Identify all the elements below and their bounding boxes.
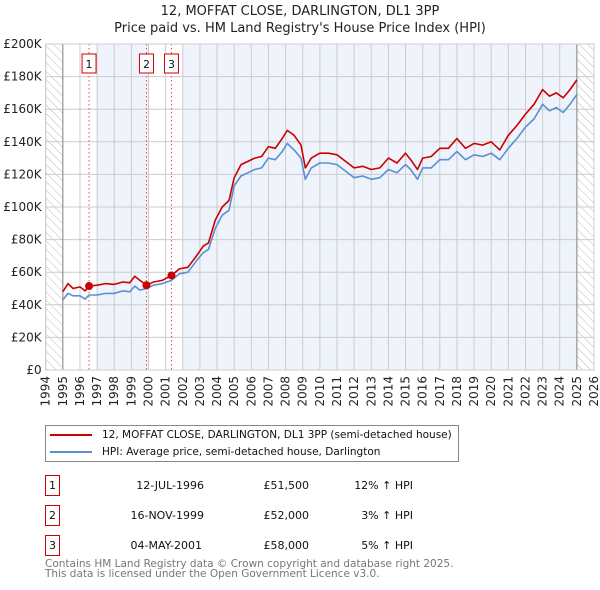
legend-label-property: 12, MOFFAT CLOSE, DARLINGTON, DL1 3PP (s…: [102, 429, 452, 441]
property-price-line: [62, 79, 578, 293]
y-tick-label: £40K: [11, 298, 43, 312]
x-tick-label: 2011: [330, 376, 344, 407]
x-tick-label: 2019: [467, 376, 481, 407]
sale-label-box: [163, 53, 179, 74]
y-tick-label: £60K: [11, 265, 43, 279]
sale-point: [167, 271, 176, 280]
x-tick-label: 2001: [159, 376, 173, 407]
y-tick-label: £20K: [11, 330, 43, 344]
y-tick-label: £180K: [3, 70, 43, 84]
x-tick-label: 2009: [296, 376, 310, 407]
transaction-number: 3: [45, 535, 60, 556]
x-tick-label: 2002: [176, 376, 190, 407]
sale-label-box: [81, 53, 97, 74]
sale-label-box: [138, 53, 154, 74]
price-chart: 1994 1995 1996 1997 1998 1999 2000 2001 2002 2003…: [3, 37, 600, 407]
x-tick-label: 2020: [484, 376, 498, 407]
transaction-row: 1 12-JUL-1996 £51,500 12% ↑ HPI: [45, 475, 413, 496]
transaction-date: 12-JUL-1996: [136, 479, 204, 492]
sale-label: 3: [168, 58, 175, 71]
x-tick-label: 1997: [90, 376, 104, 407]
sale-point: [85, 282, 94, 291]
x-tick-label: 2007: [261, 376, 275, 407]
y-tick-label: £200K: [3, 37, 43, 51]
x-tick-label: 2016: [416, 376, 430, 407]
x-tick-label: 2017: [433, 376, 447, 407]
x-tick-label: 2026: [587, 376, 600, 407]
y-tick-label: £100K: [3, 200, 43, 214]
footer: Contains HM Land Registry data © Crown c…: [45, 558, 454, 580]
x-tick-label: 2023: [536, 376, 550, 407]
x-tick-label: 1995: [56, 376, 70, 407]
x-tick-label: 2015: [399, 376, 413, 407]
chart-subtitle: Price paid vs. HM Land Registry's House …: [114, 21, 486, 36]
transaction-hpi: 5% ↑ HPI: [361, 539, 413, 552]
transaction-hpi: 12% ↑ HPI: [354, 479, 413, 492]
x-tick-label: 1996: [73, 376, 87, 407]
x-tick-label: 2010: [313, 376, 327, 407]
transaction-number: 1: [45, 475, 60, 496]
x-tick-label: 2024: [553, 376, 567, 407]
transaction-date: 04-MAY-2001: [130, 539, 202, 552]
transaction-hpi: 3% ↑ HPI: [361, 509, 413, 522]
sale-label: 2: [143, 58, 150, 71]
hpi-line: [62, 94, 578, 301]
x-tick-label: 2021: [501, 376, 515, 407]
x-tick-label: 2025: [570, 376, 584, 407]
plot-border: [45, 43, 595, 371]
legend-item-hpi: HPI: Average price, semi-detached house,…: [50, 444, 380, 460]
legend-swatch-hpi: [50, 451, 92, 453]
transaction-row: 2 16-NOV-1999 £52,000 3% ↑ HPI: [45, 505, 413, 526]
legend-swatch-property: [50, 434, 92, 436]
x-tick-label: 2004: [210, 376, 224, 407]
legend-item-property: 12, MOFFAT CLOSE, DARLINGTON, DL1 3PP (s…: [50, 427, 452, 443]
y-tick-label: £140K: [3, 135, 43, 149]
transaction-price: £52,000: [263, 509, 310, 522]
footer-copyright: Contains HM Land Registry data © Crown c…: [45, 558, 454, 570]
x-tick-label: 2000: [142, 376, 156, 407]
x-tick-label: 2018: [450, 376, 464, 407]
transaction-date: 16-NOV-1999: [130, 509, 204, 522]
chart-title: 12, MOFFAT CLOSE, DARLINGTON, DL1 3PP: [160, 4, 440, 19]
transaction-price: £58,000: [263, 539, 310, 552]
sale-point: [142, 281, 151, 290]
transaction-number: 2: [45, 505, 60, 526]
y-tick-label: £80K: [11, 233, 43, 247]
y-tick-label: £160K: [3, 102, 43, 116]
x-tick-label: 1998: [107, 376, 121, 407]
footer-licence: This data is licensed under the Open Gov…: [45, 568, 380, 580]
legend: 12, MOFFAT CLOSE, DARLINGTON, DL1 3PP (s…: [45, 425, 459, 462]
x-tick-label: 2013: [364, 376, 378, 407]
x-tick-label: 2014: [381, 376, 395, 407]
x-tick-label: 2008: [279, 376, 293, 407]
x-tick-label: 2022: [518, 376, 532, 407]
x-tick-label: 2012: [347, 376, 361, 407]
x-tick-label: 1994: [39, 376, 53, 407]
legend-label-hpi: HPI: Average price, semi-detached house,…: [102, 446, 381, 458]
x-tick-label: 2003: [193, 376, 207, 407]
y-tick-label: £0: [26, 363, 41, 377]
x-tick-label: 2005: [227, 376, 241, 407]
sale-label: 1: [86, 58, 93, 71]
y-tick-label: £120K: [3, 167, 43, 181]
transaction-row: 3 04-MAY-2001 £58,000 5% ↑ HPI: [45, 535, 413, 556]
transaction-price: £51,500: [263, 479, 310, 492]
x-tick-label: 1999: [124, 376, 138, 407]
x-tick-label: 2006: [244, 376, 258, 407]
